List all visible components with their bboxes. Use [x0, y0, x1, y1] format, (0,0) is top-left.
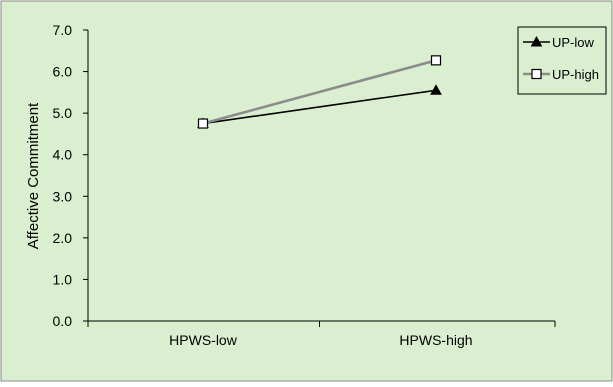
x-tick-label: HPWS-high [399, 332, 472, 348]
series-line-up-low [202, 89, 437, 125]
y-axis-label: Affective Commitment [25, 102, 42, 249]
y-tick-label: 5.0 [53, 105, 73, 121]
legend-label: UP-high [552, 67, 599, 82]
x-axis-ticks: HPWS-low HPWS-high [87, 321, 556, 348]
legend: UP-low UP-high [517, 26, 607, 95]
y-axis-ticks: 0.0 1.0 2.0 3.0 4.0 5.0 6.0 7.0 [53, 22, 88, 329]
y-tick-label: 1.0 [53, 271, 73, 287]
y-tick-label: 6.0 [53, 64, 73, 80]
x-tick-label: HPWS-low [169, 332, 238, 348]
data-point-up-high [197, 118, 209, 129]
legend-box [517, 26, 607, 95]
y-tick-label: 0.0 [53, 313, 73, 329]
data-point-up-low [430, 84, 442, 95]
y-tick-label: 2.0 [53, 230, 73, 246]
y-tick-label: 4.0 [53, 147, 73, 163]
data-point-up-high [430, 55, 442, 66]
legend-swatch-marker [530, 35, 543, 47]
y-tick-label: 3.0 [53, 188, 73, 204]
series-line-up-high [202, 59, 437, 125]
series-group [197, 55, 442, 129]
legend-swatch-marker [531, 68, 542, 80]
y-tick-label: 7.0 [53, 22, 73, 38]
legend-label: UP-low [552, 35, 595, 50]
